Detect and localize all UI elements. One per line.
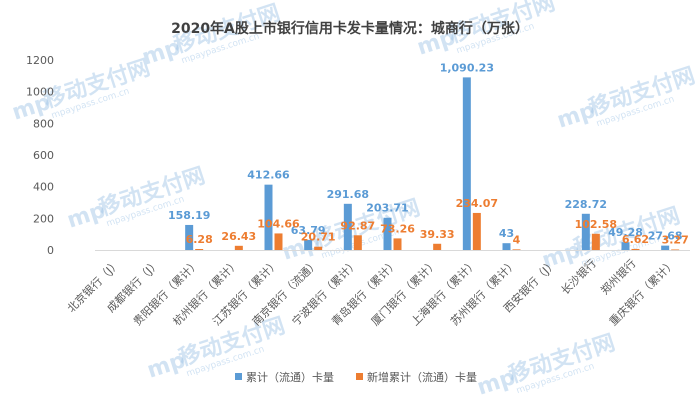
bar-cumulative <box>502 243 511 250</box>
legend-label: 累计（流通）卡量 <box>246 370 334 384</box>
category-label: 南京银行（流通） <box>249 256 321 328</box>
category-label: 上海银行（累计） <box>408 256 480 328</box>
data-label-cumulative: 49.28 <box>608 226 643 239</box>
data-label-new: 92.87 <box>340 219 375 232</box>
bar-cumulative <box>462 77 471 250</box>
y-tick-label: 800 <box>33 117 54 130</box>
data-label-cumulative: 203.71 <box>366 202 408 215</box>
bar-cumulative <box>383 217 392 250</box>
bar-cumulative <box>621 242 630 250</box>
y-tick-label: 200 <box>33 212 54 225</box>
y-tick-label: 1000 <box>26 86 54 99</box>
bar-new <box>671 249 680 251</box>
data-label-new: 73.26 <box>380 222 415 235</box>
y-tick-label: 0 <box>47 244 54 257</box>
bar-cumulative <box>343 203 352 250</box>
data-label-new: 6.62 <box>622 233 649 246</box>
axis-layer: 0 200 400 600 800 1000 1200 <box>26 54 690 257</box>
data-label-new: 4 <box>513 233 521 246</box>
bar-new <box>472 212 481 250</box>
bar-new <box>274 233 283 250</box>
data-label-new: 39.33 <box>420 228 455 241</box>
data-label-cumulative: 291.68 <box>327 188 369 201</box>
bar-layer <box>185 77 680 251</box>
bar-new <box>393 238 402 250</box>
bar-cumulative <box>185 224 194 250</box>
data-label-cumulative: 228.72 <box>565 198 607 211</box>
category-label: 宁波银行（累计） <box>289 256 361 328</box>
data-label-new: 102.58 <box>575 218 617 231</box>
bar-new <box>433 243 442 250</box>
y-tick-label: 600 <box>33 149 54 162</box>
bar-cumulative <box>304 239 313 250</box>
category-label: 青岛银行（累计） <box>328 256 400 328</box>
bar-cumulative <box>661 245 670 250</box>
legend-label: 新增累计（流通）卡量 <box>367 370 477 384</box>
legend-swatch <box>235 373 242 380</box>
data-label-new: 26.43 <box>221 230 256 243</box>
data-label-new: 104.66 <box>257 217 300 230</box>
data-label-cumulative: 43 <box>499 227 514 240</box>
category-label: 贵阳银行（累计） <box>130 256 202 328</box>
bar-new <box>195 249 204 250</box>
bar-cumulative <box>581 213 590 250</box>
data-label-new: 234.07 <box>456 197 498 210</box>
bar-new <box>512 249 521 250</box>
category-label: 厦门银行（累计） <box>368 256 440 328</box>
data-label-cumulative: 63.79 <box>291 224 326 237</box>
data-label-cumulative: 27.68 <box>648 230 683 243</box>
data-label-cumulative: 412.66 <box>247 169 290 182</box>
data-label-new: 3.27 <box>662 233 689 246</box>
bar-new <box>353 235 362 250</box>
y-tick-label: 400 <box>33 181 54 194</box>
category-label: 重庆银行（累计） <box>606 256 678 328</box>
bar-new <box>631 248 640 250</box>
legend-swatch <box>356 373 363 380</box>
bar-new <box>314 246 323 250</box>
data-label-new: 6.28 <box>186 233 213 246</box>
data-label-cumulative: 158.19 <box>168 209 210 222</box>
bar-new <box>591 233 600 250</box>
data-label-cumulative: 1,090.23 <box>440 61 494 74</box>
data-label-new: 20.71 <box>301 231 336 244</box>
category-label: 苏州银行（累计） <box>447 256 519 328</box>
category-label: 杭州银行（累计） <box>170 256 242 328</box>
bar-new <box>234 245 243 250</box>
chart-title: 2020年A股上市银行信用卡发卡量情况：城商行（万张） <box>171 20 529 37</box>
legend: 累计（流通）卡量 新增累计（流通）卡量 <box>235 370 477 384</box>
y-tick-label: 1200 <box>26 54 54 67</box>
bar-cumulative <box>264 184 273 250</box>
category-label-layer: 北京银行（J）成都银行（J）贵阳银行（累计）杭州银行（累计）江苏银行（累计）南京… <box>64 256 678 328</box>
